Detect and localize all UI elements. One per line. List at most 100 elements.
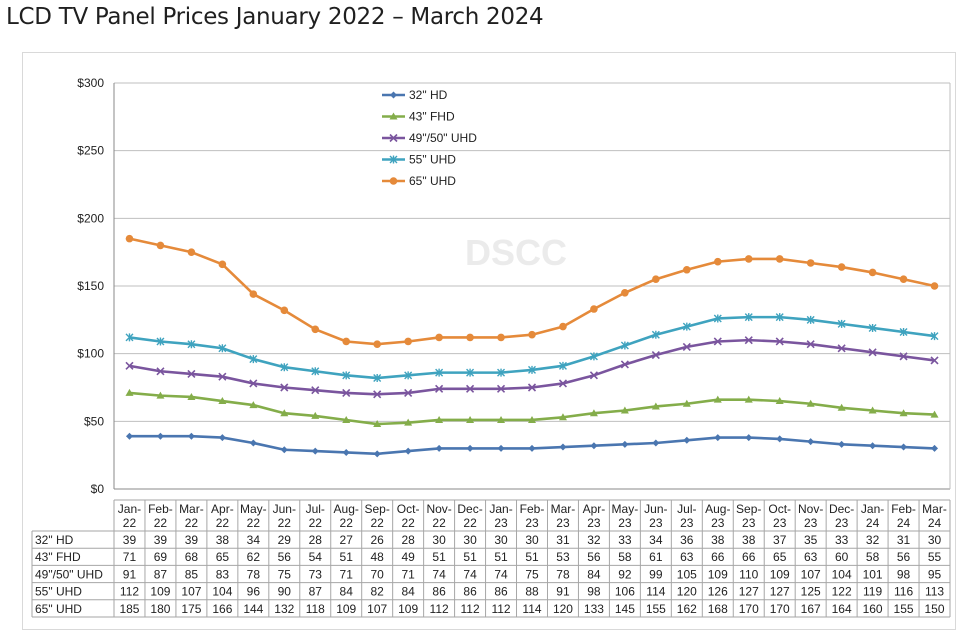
data-point <box>187 248 196 256</box>
table-cell: 144 <box>243 602 263 616</box>
y-tick-label: $50 <box>84 414 104 428</box>
data-point <box>311 325 320 334</box>
table-cell: 86 <box>463 585 477 599</box>
data-point <box>497 368 506 377</box>
data-point <box>249 401 258 409</box>
table-cell: 56 <box>278 550 292 564</box>
table-cell: 31 <box>897 533 911 547</box>
data-point <box>900 443 908 451</box>
table-header-month: Apr- <box>211 502 234 516</box>
table-cell: 75 <box>278 567 292 581</box>
table-cell: 38 <box>742 533 756 547</box>
data-point <box>125 388 134 396</box>
table-header-year: 22 <box>309 516 323 530</box>
watermark: DSCC <box>465 232 567 273</box>
table-header-year: 23 <box>835 516 849 530</box>
table-cell: 70 <box>371 567 385 581</box>
table-cell: 78 <box>556 567 570 581</box>
data-point <box>931 444 939 452</box>
table-cell: 74 <box>463 567 477 581</box>
data-point <box>837 263 846 271</box>
table-header-month: Jun- <box>644 502 667 516</box>
legend-label: 32" HD <box>409 88 448 102</box>
data-point <box>868 348 877 357</box>
y-tick-label: $200 <box>77 211 104 225</box>
table-cell: 155 <box>894 602 914 616</box>
table-cell: 55 <box>928 550 942 564</box>
table-cell: 90 <box>278 585 292 599</box>
data-point <box>311 386 320 395</box>
data-point <box>899 328 908 337</box>
data-point <box>775 397 784 405</box>
table-header-year: 24 <box>866 516 880 530</box>
data-point <box>156 432 164 440</box>
table-cell: 63 <box>804 550 818 564</box>
table-header-month: May- <box>612 502 639 516</box>
data-point <box>589 371 598 380</box>
data-point <box>342 337 351 346</box>
table-cell: 96 <box>247 585 261 599</box>
table-cell: 160 <box>863 602 883 616</box>
table-cell: 39 <box>154 533 168 547</box>
y-tick-label: $250 <box>77 144 104 158</box>
data-point <box>837 403 846 411</box>
table-cell: 71 <box>123 550 137 564</box>
table-cell: 84 <box>587 567 601 581</box>
data-point <box>899 275 908 284</box>
data-point <box>651 350 660 360</box>
data-point <box>125 432 133 440</box>
data-point <box>435 384 444 393</box>
table-cell: 84 <box>340 585 354 599</box>
table-header-year: 23 <box>742 516 756 530</box>
data-point <box>620 406 629 414</box>
table-header-year: 23 <box>804 516 818 530</box>
table-cell: 127 <box>770 585 790 599</box>
table-header-month: Mar- <box>179 502 204 516</box>
table-header-month: Apr- <box>583 502 606 516</box>
table-cell: 34 <box>649 533 663 547</box>
data-point <box>311 367 320 376</box>
table-header-month: Nov- <box>426 502 451 516</box>
data-point <box>466 368 475 377</box>
data-point <box>559 322 567 331</box>
table-header-month: Aug- <box>705 502 730 516</box>
table-header-year: 24 <box>928 516 942 530</box>
data-point <box>775 337 784 346</box>
table-cell: 66 <box>742 550 756 564</box>
data-point <box>125 234 134 243</box>
table-cell: 33 <box>835 533 849 547</box>
data-point <box>249 439 257 447</box>
table-header-month: Feb- <box>520 502 545 516</box>
table-cell: 39 <box>185 533 199 547</box>
table-cell: 65 <box>773 550 787 564</box>
data-point <box>389 133 398 143</box>
table-cell: 167 <box>801 602 821 616</box>
table-header-month: Jan- <box>861 502 884 516</box>
data-point <box>373 374 382 383</box>
table-cell: 58 <box>866 550 880 564</box>
data-point <box>744 313 753 322</box>
table-header-year: 22 <box>123 516 137 530</box>
data-point <box>156 391 165 399</box>
data-point <box>589 409 598 417</box>
table-cell: 33 <box>618 533 632 547</box>
table-cell: 37 <box>773 533 787 547</box>
table-header-month: Mar- <box>551 502 576 516</box>
data-point <box>342 415 351 423</box>
table-cell: 104 <box>212 585 232 599</box>
table-cell: 107 <box>801 567 821 581</box>
table-cell: 38 <box>711 533 725 547</box>
data-point <box>187 432 195 440</box>
y-tick-label: $300 <box>77 76 104 90</box>
data-point <box>389 177 398 185</box>
table-cell: 114 <box>646 585 665 599</box>
table-cell: 105 <box>677 567 697 581</box>
data-point <box>590 442 598 450</box>
data-point <box>869 442 877 450</box>
data-point <box>187 369 196 379</box>
table-header-year: 23 <box>711 516 725 530</box>
table-header-month: May- <box>240 502 267 516</box>
table-cell: 86 <box>432 585 446 599</box>
data-point <box>683 265 691 274</box>
